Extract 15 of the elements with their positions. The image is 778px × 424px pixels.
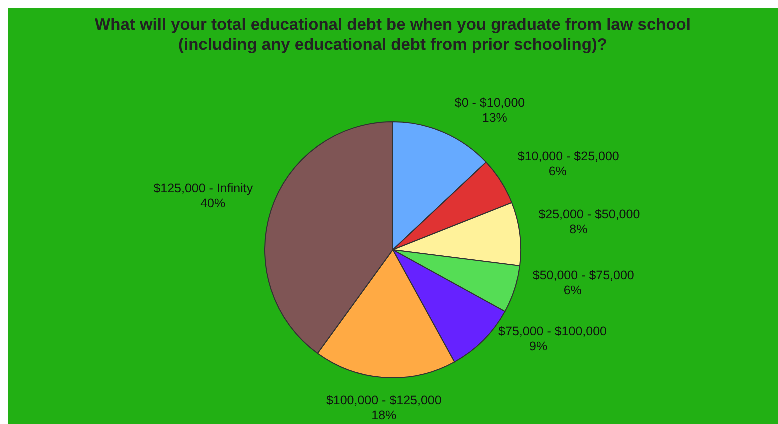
slice-label: $10,000 - $25,000 (518, 150, 620, 164)
chart-title: What will your total educational debt be when you graduate from law school (including any educational debt from prior schooling)? (95, 16, 691, 54)
slice-label: $25,000 - $50,000 (538, 207, 640, 222)
data-label: 8% (570, 222, 588, 236)
data-label: 9% (530, 340, 548, 354)
data-label: 6% (564, 284, 582, 298)
slice-label: $50,000 - $75,000 (532, 268, 634, 283)
slice-label: $75,000 - $100,000 (498, 324, 608, 339)
data-label: 18% (372, 408, 397, 423)
data-label: 13% (482, 110, 508, 125)
slice-label: $125,000 - Infinity (154, 181, 254, 196)
data-label: 40% (200, 196, 226, 210)
data-label: 6% (548, 164, 567, 179)
slice-label: $0 - $10,000 (454, 96, 526, 110)
slice-label: $100,000 - $125,000 (326, 394, 442, 408)
